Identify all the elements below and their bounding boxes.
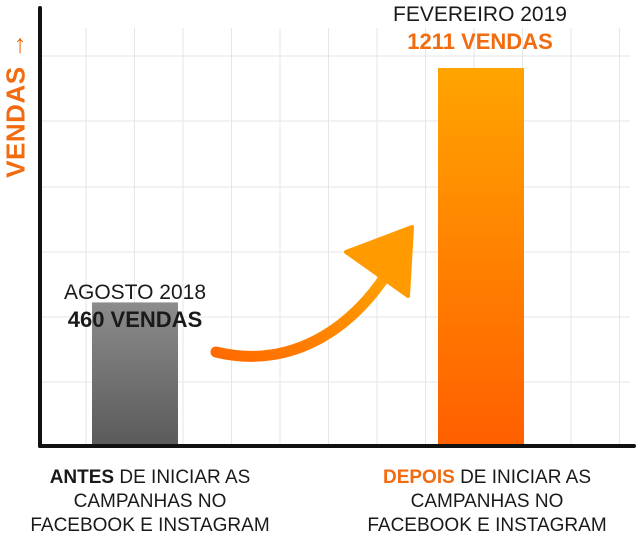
bar-label-before: AGOSTO 2018 460 VENDAS	[40, 280, 230, 334]
chart-bars	[92, 68, 524, 446]
bar-value-label-after: 1211 VENDAS	[407, 29, 553, 54]
chart-grid	[40, 28, 630, 446]
category-caption-after: DEPOIS DE INICIAR AS CAMPANHAS NO FACEBO…	[354, 466, 620, 538]
y-axis-label: VENDAS →	[0, 30, 31, 180]
growth-arrow-icon	[210, 225, 414, 362]
caption-after-line1: DE INICIAR AS	[454, 467, 591, 488]
caption-before-bold: ANTES	[49, 467, 115, 488]
caption-after-line2: CAMPANHAS NO	[410, 491, 564, 512]
caption-after-bold: DEPOIS	[382, 467, 455, 488]
growth-arrow-head	[344, 225, 414, 298]
growth-arrow-shaft	[210, 256, 400, 362]
caption-after-line3: FACEBOOK E INSTAGRAM	[367, 515, 607, 536]
category-caption-before: ANTES DE INICIAR AS CAMPANHAS NO FACEBOO…	[20, 466, 280, 538]
bar-value-label-before: 460 VENDAS	[67, 307, 203, 332]
caption-before-line1: DE INICIAR AS	[114, 467, 251, 488]
caption-before-line2: CAMPANHAS NO	[73, 491, 227, 512]
bar-period-after: FEVEREIRO 2019	[393, 3, 567, 26]
bar-depois	[438, 68, 524, 446]
bar-period-before: AGOSTO 2018	[63, 281, 207, 304]
chart-axes	[38, 6, 636, 448]
y-axis-label-text: VENDAS →	[0, 32, 31, 178]
bar-label-after: FEVEREIRO 2019 1211 VENDAS	[370, 2, 590, 56]
caption-before-line3: FACEBOOK E INSTAGRAM	[30, 515, 270, 536]
bar-antes	[92, 302, 178, 446]
